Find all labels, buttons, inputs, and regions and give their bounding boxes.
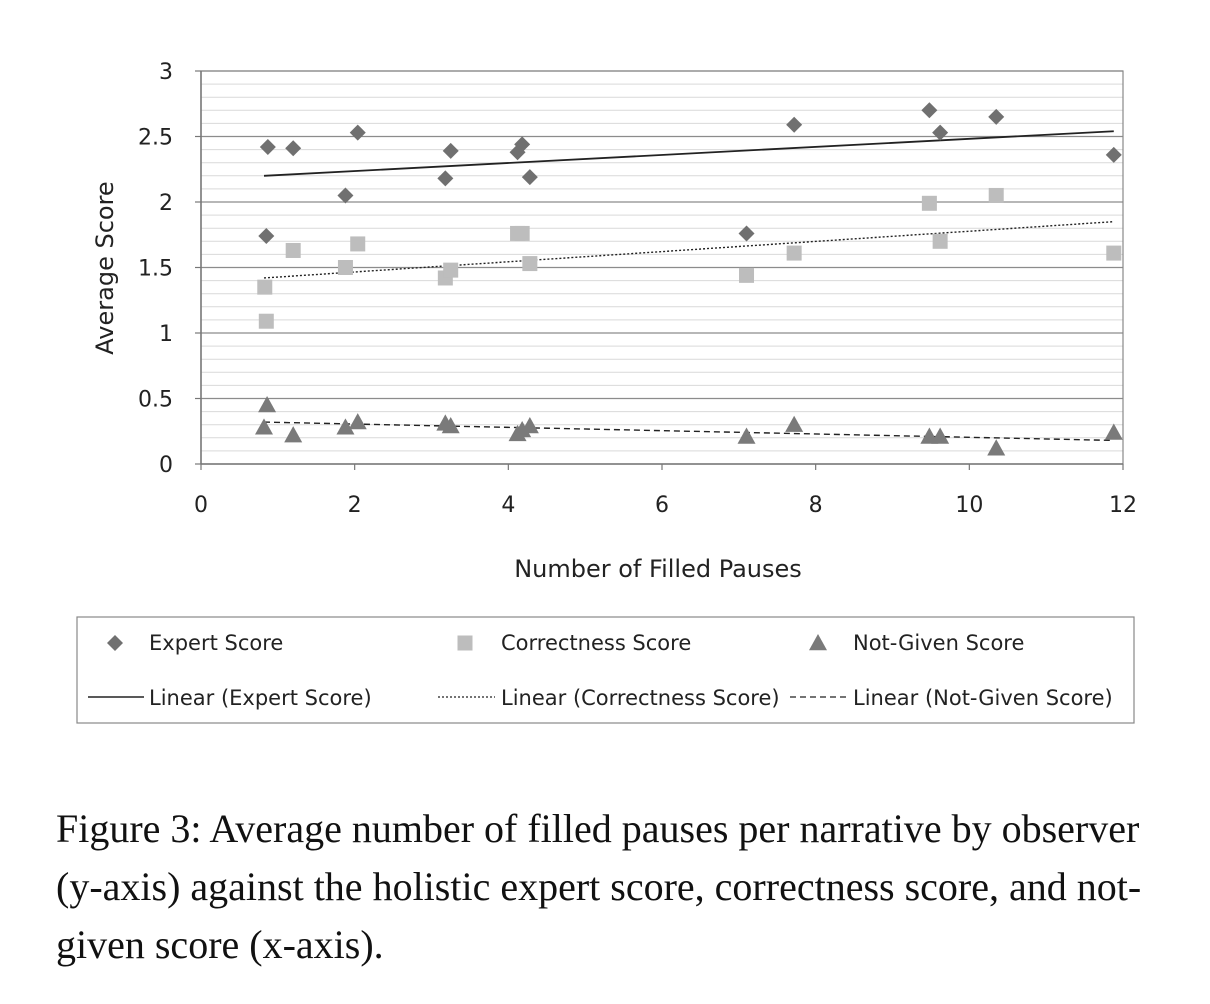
point-not-given xyxy=(258,396,277,413)
data-points xyxy=(255,102,1123,456)
point-not-given xyxy=(255,418,274,435)
y-tick-label: 2.5 xyxy=(138,126,173,151)
point-correctness xyxy=(514,225,530,241)
x-tick-label: 0 xyxy=(194,493,208,518)
point-expert xyxy=(437,170,454,187)
legend-marker-not-given xyxy=(809,634,827,651)
major-gridlines xyxy=(201,70,1123,400)
y-tick-label: 3 xyxy=(159,60,173,85)
trendline-not-given xyxy=(263,421,1114,442)
point-expert xyxy=(285,140,302,157)
point-expert xyxy=(786,116,803,133)
point-not-given xyxy=(785,415,804,432)
legend-label-linear-not-given: Linear (Not-Given Score) xyxy=(853,686,1113,710)
point-correctness xyxy=(1106,245,1122,261)
y-tick-label: 0 xyxy=(159,453,173,478)
y-tick-labels: 0 0.5 1 1.5 2 2.5 3 xyxy=(138,60,173,478)
x-tick-labels: 0 2 4 6 8 10 12 xyxy=(194,493,1137,518)
point-expert xyxy=(337,187,354,204)
legend-box xyxy=(76,616,1135,724)
legend-label-correctness: Correctness Score xyxy=(501,631,691,655)
point-correctness xyxy=(786,245,802,261)
x-tick-label: 6 xyxy=(655,493,669,518)
legend-label-linear-correctness: Linear (Correctness Score) xyxy=(501,686,780,710)
point-correctness xyxy=(443,262,459,278)
x-tick-label: 12 xyxy=(1109,493,1137,518)
point-not-given xyxy=(336,418,355,435)
point-correctness xyxy=(285,242,301,258)
y-tick-label: 0.5 xyxy=(138,388,173,413)
x-axis-title: Number of Filled Pauses xyxy=(514,555,802,583)
point-expert xyxy=(442,142,459,159)
axes xyxy=(195,70,1124,470)
point-correctness xyxy=(932,233,948,249)
point-expert xyxy=(988,108,1005,125)
point-expert xyxy=(349,124,366,141)
point-not-given xyxy=(1104,423,1123,440)
point-correctness xyxy=(522,256,538,272)
point-expert xyxy=(932,124,949,141)
legend-markers xyxy=(88,634,848,698)
point-not-given xyxy=(520,417,539,434)
scatter-chart: 0 0.5 1 1.5 2 2.5 3 0 2 4 6 8 10 12 Average Score Nu… xyxy=(76,60,1137,724)
point-correctness xyxy=(739,267,755,283)
legend-label-not-given: Not-Given Score xyxy=(853,631,1024,655)
y-tick-label: 1 xyxy=(159,322,173,347)
point-expert xyxy=(521,169,538,186)
legend-marker-correctness xyxy=(457,635,473,651)
point-correctness xyxy=(350,236,366,252)
point-not-given xyxy=(737,427,756,444)
legend: Expert Score Correctness Score Not-Given… xyxy=(76,616,1135,724)
point-not-given xyxy=(987,439,1006,456)
figure-caption: Figure 3: Average number of filled pause… xyxy=(56,806,1142,967)
point-correctness xyxy=(337,260,353,275)
point-correctness xyxy=(921,195,937,211)
y-tick-label: 2 xyxy=(159,191,173,216)
legend-label-linear-expert: Linear (Expert Score) xyxy=(149,686,372,710)
x-tick-label: 10 xyxy=(955,493,983,518)
legend-label-expert: Expert Score xyxy=(149,631,283,655)
point-not-given xyxy=(441,417,460,434)
trendlines xyxy=(263,130,1114,442)
point-expert xyxy=(738,225,755,242)
y-tick-label: 1.5 xyxy=(138,257,173,282)
point-correctness xyxy=(257,279,273,295)
point-correctness xyxy=(258,313,274,329)
point-expert xyxy=(259,138,276,155)
point-expert xyxy=(258,228,275,245)
trendline-correctness xyxy=(263,220,1114,279)
trendline-expert xyxy=(263,130,1114,177)
legend-marker-expert xyxy=(107,635,123,651)
point-correctness xyxy=(988,187,1004,203)
x-tick-label: 8 xyxy=(809,493,823,518)
x-tick-label: 2 xyxy=(348,493,362,518)
point-expert xyxy=(921,102,938,119)
point-expert xyxy=(1105,146,1122,163)
point-not-given xyxy=(284,426,303,443)
y-axis-title: Average Score xyxy=(91,181,119,354)
x-tick-label: 4 xyxy=(501,493,515,518)
point-expert xyxy=(514,136,531,153)
point-not-given xyxy=(348,413,367,430)
point-not-given xyxy=(931,427,950,444)
minor-gridlines xyxy=(201,83,1123,452)
